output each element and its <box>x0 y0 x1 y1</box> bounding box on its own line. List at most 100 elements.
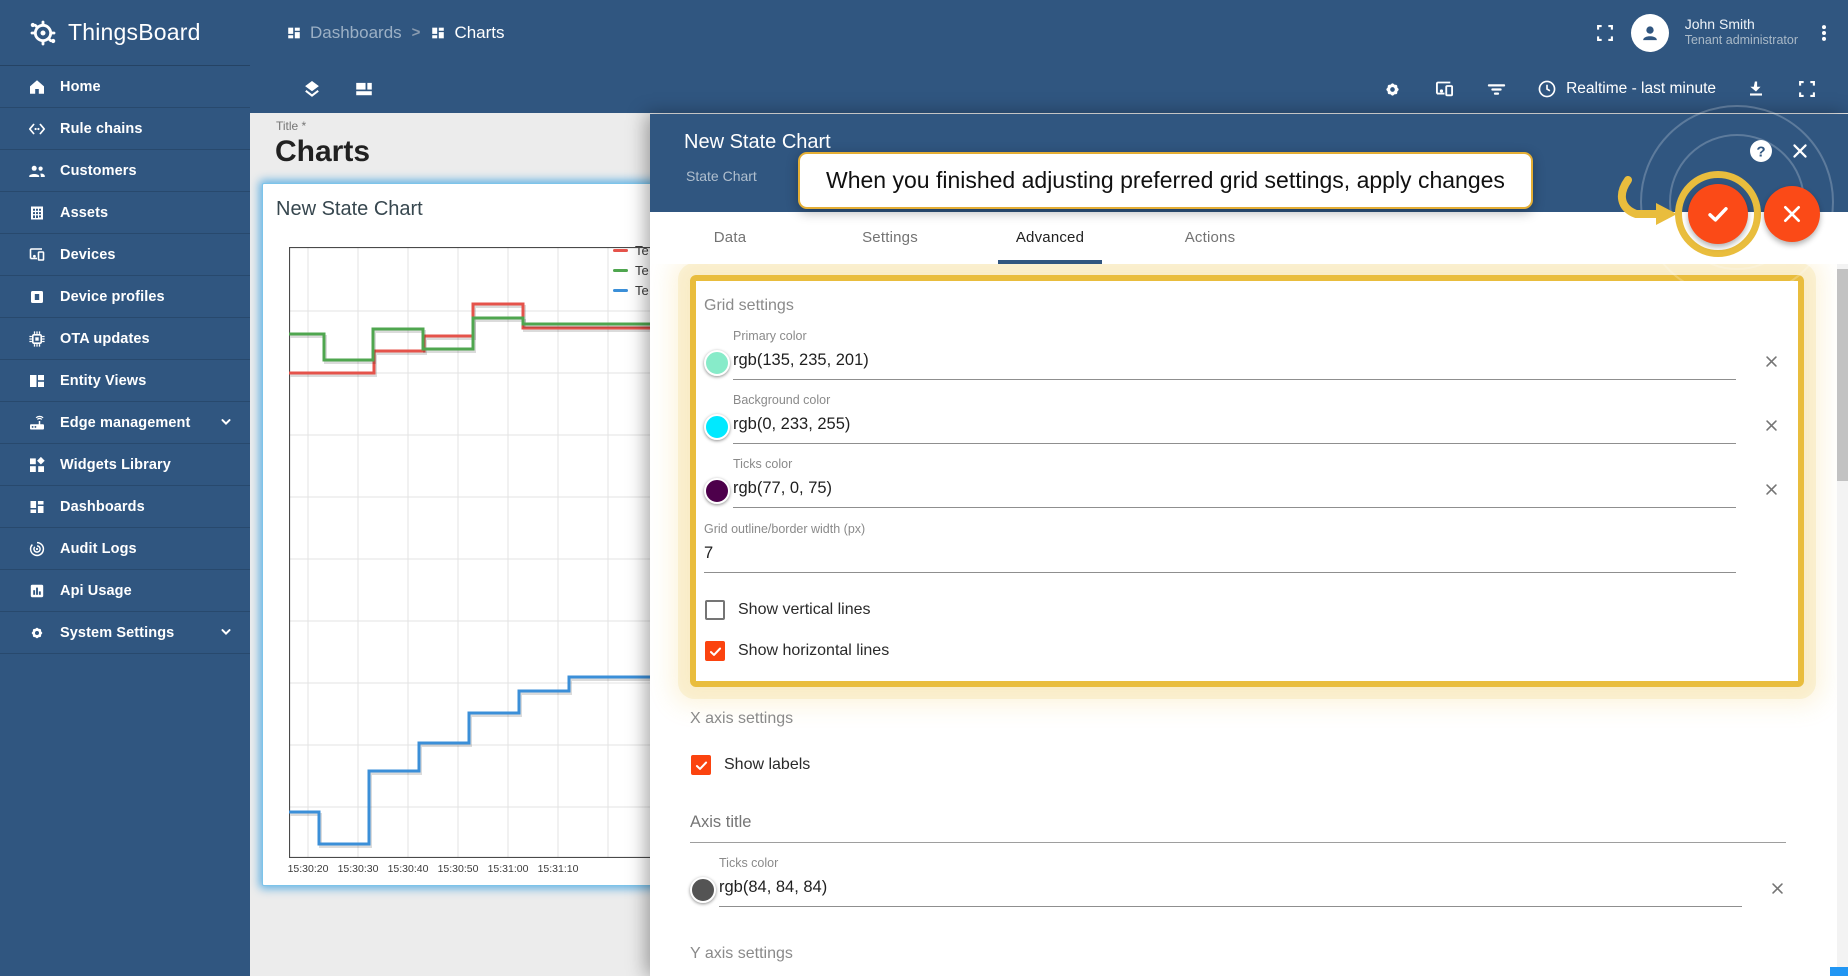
sidebar-item-label: Dashboards <box>60 498 145 515</box>
sidebar-item-entity-views[interactable]: Entity Views <box>0 360 250 402</box>
sidebar-item-assets[interactable]: Assets <box>0 192 250 234</box>
checkbox[interactable] <box>705 641 725 661</box>
x-axis-ticks-color-field: Ticks color rgb(84, 84, 84) <box>690 856 1783 907</box>
checkbox-label: Show horizontal lines <box>738 642 890 659</box>
field-label: Background color <box>733 393 831 407</box>
fullscreen-icon[interactable] <box>1595 23 1615 43</box>
entity-aliases-icon[interactable] <box>1434 79 1455 100</box>
chevron-down-icon <box>218 414 234 430</box>
thingsboard-logo[interactable]: ThingsBoard <box>0 0 250 66</box>
dialog-scrollbar <box>1837 264 1848 976</box>
view-dashboard-icon[interactable] <box>354 79 374 99</box>
sidebar-item-label: Rule chains <box>60 120 143 137</box>
x-ticks-color-swatch[interactable] <box>690 877 716 903</box>
legend-label: Te <box>635 262 649 278</box>
apply-changes-button[interactable] <box>1688 184 1748 244</box>
app-name: ThingsBoard <box>68 19 201 45</box>
x-axis-tick-label: 15:31:00 <box>487 863 529 875</box>
checkbox[interactable] <box>705 600 725 620</box>
breadcrumb-dashboards[interactable]: Dashboards <box>286 23 402 43</box>
legend-item[interactable]: Te <box>613 260 649 280</box>
background-color-field: Background color rgb(0, 233, 255) <box>704 393 1777 444</box>
x-ticks-color-input[interactable]: rgb(84, 84, 84) <box>719 878 1742 907</box>
user-info[interactable]: John Smith Tenant administrator <box>1685 16 1798 49</box>
show-labels-checkbox[interactable]: Show labels <box>691 755 1804 775</box>
tab-settings[interactable]: Settings <box>862 229 918 246</box>
devices-icon <box>28 246 46 264</box>
grid-settings-title: Grid settings <box>704 297 794 314</box>
state-chart-widget[interactable]: New State Chart Te Te Te 15:30:20 15:30:30 1… <box>262 183 656 886</box>
field-label: Grid outline/border width (px) <box>704 522 866 536</box>
primary-color-swatch[interactable] <box>704 350 730 376</box>
state-chart-svg <box>288 246 655 859</box>
clear-icon[interactable] <box>1763 353 1780 370</box>
tab-advanced[interactable]: Advanced <box>970 212 1130 264</box>
clear-icon[interactable] <box>1763 481 1780 498</box>
scrollbar-thumb[interactable] <box>1837 269 1848 481</box>
legend-label: Te <box>635 282 649 298</box>
sidebar-item-widgets-library[interactable]: Widgets Library <box>0 444 250 486</box>
dashboards-icon <box>28 498 46 516</box>
checkbox[interactable] <box>691 755 711 775</box>
timewindow-button[interactable]: Realtime - last minute <box>1537 79 1716 99</box>
legend-item[interactable]: Te <box>613 240 649 260</box>
sidebar-item-label: OTA updates <box>60 330 150 347</box>
close-icon[interactable] <box>1790 141 1810 161</box>
home-icon <box>28 78 46 96</box>
expand-fullscreen-icon[interactable] <box>1797 79 1817 99</box>
dashboard-title-input[interactable]: Charts <box>275 135 371 168</box>
axis-title-input[interactable]: Axis title <box>690 813 1786 843</box>
dashboard-settings-gear-icon[interactable] <box>1382 79 1403 100</box>
cancel-button[interactable] <box>1764 186 1820 242</box>
sidebar-item-label: Customers <box>60 162 137 179</box>
show-vertical-lines-checkbox[interactable]: Show vertical lines <box>705 600 1798 620</box>
sidebar-item-devices[interactable]: Devices <box>0 234 250 276</box>
sidebar-item-api-usage[interactable]: Api Usage <box>0 570 250 612</box>
background-color-input[interactable]: rgb(0, 233, 255) <box>733 415 1736 444</box>
breadcrumb-label: Dashboards <box>310 22 402 42</box>
x-axis-tick-label: 15:30:20 <box>287 863 329 875</box>
sidebar-item-system-settings[interactable]: System Settings <box>0 612 250 654</box>
widgets-library-icon <box>28 456 46 474</box>
grid-width-input[interactable]: 7 <box>704 544 1736 573</box>
clear-icon[interactable] <box>1769 880 1786 897</box>
grid-ticks-color-field: Ticks color rgb(77, 0, 75) <box>704 457 1777 508</box>
sidebar-item-edge-management[interactable]: Edge management <box>0 402 250 444</box>
sidebar-item-label: Device profiles <box>60 288 165 305</box>
tab-data[interactable]: Data <box>713 229 747 246</box>
legend-dash-icon <box>613 268 628 272</box>
avatar[interactable] <box>1630 13 1669 52</box>
sidebar-item-audit-logs[interactable]: Audit Logs <box>0 528 250 570</box>
scroll-corner <box>1830 967 1848 976</box>
sidebar-item-ota-updates[interactable]: OTA updates <box>0 318 250 360</box>
layers-icon[interactable] <box>302 79 322 99</box>
filter-icon[interactable] <box>1486 79 1507 100</box>
background-color-swatch[interactable] <box>704 414 730 440</box>
dialog-body: Grid settings Primary color rgb(135, 235… <box>650 264 1848 976</box>
clear-icon[interactable] <box>1763 417 1780 434</box>
ticks-color-input[interactable]: rgb(77, 0, 75) <box>733 479 1736 508</box>
primary-color-input[interactable]: rgb(135, 235, 201) <box>733 351 1736 380</box>
dashboard-toolbar: Realtime - last minute <box>250 65 1848 113</box>
tab-actions[interactable]: Actions <box>1184 229 1236 246</box>
grid-settings-highlight-box: Grid settings Primary color rgb(135, 235… <box>690 275 1804 687</box>
dashboard-icon <box>430 25 446 41</box>
sidebar-item-dashboards[interactable]: Dashboards <box>0 486 250 528</box>
ticks-color-swatch[interactable] <box>704 478 730 504</box>
help-icon[interactable]: ? <box>1748 138 1774 164</box>
kebab-menu-icon[interactable] <box>1814 23 1834 43</box>
breadcrumb-charts[interactable]: Charts <box>430 23 505 43</box>
sidebar-item-home[interactable]: Home <box>0 66 250 108</box>
download-icon[interactable] <box>1746 79 1766 99</box>
x-axis-tick-label: 15:30:30 <box>337 863 379 875</box>
primary-color-field: Primary color rgb(135, 235, 201) <box>704 329 1777 380</box>
legend-item[interactable]: Te <box>613 280 649 300</box>
sidebar-item-rule-chains[interactable]: Rule chains <box>0 108 250 150</box>
edge-management-icon <box>28 414 46 432</box>
widget-title: New State Chart <box>276 198 423 220</box>
sidebar-item-customers[interactable]: Customers <box>0 150 250 192</box>
show-horizontal-lines-checkbox[interactable]: Show horizontal lines <box>705 641 1798 661</box>
sidebar-item-device-profiles[interactable]: Device profiles <box>0 276 250 318</box>
system-settings-icon <box>28 624 46 642</box>
